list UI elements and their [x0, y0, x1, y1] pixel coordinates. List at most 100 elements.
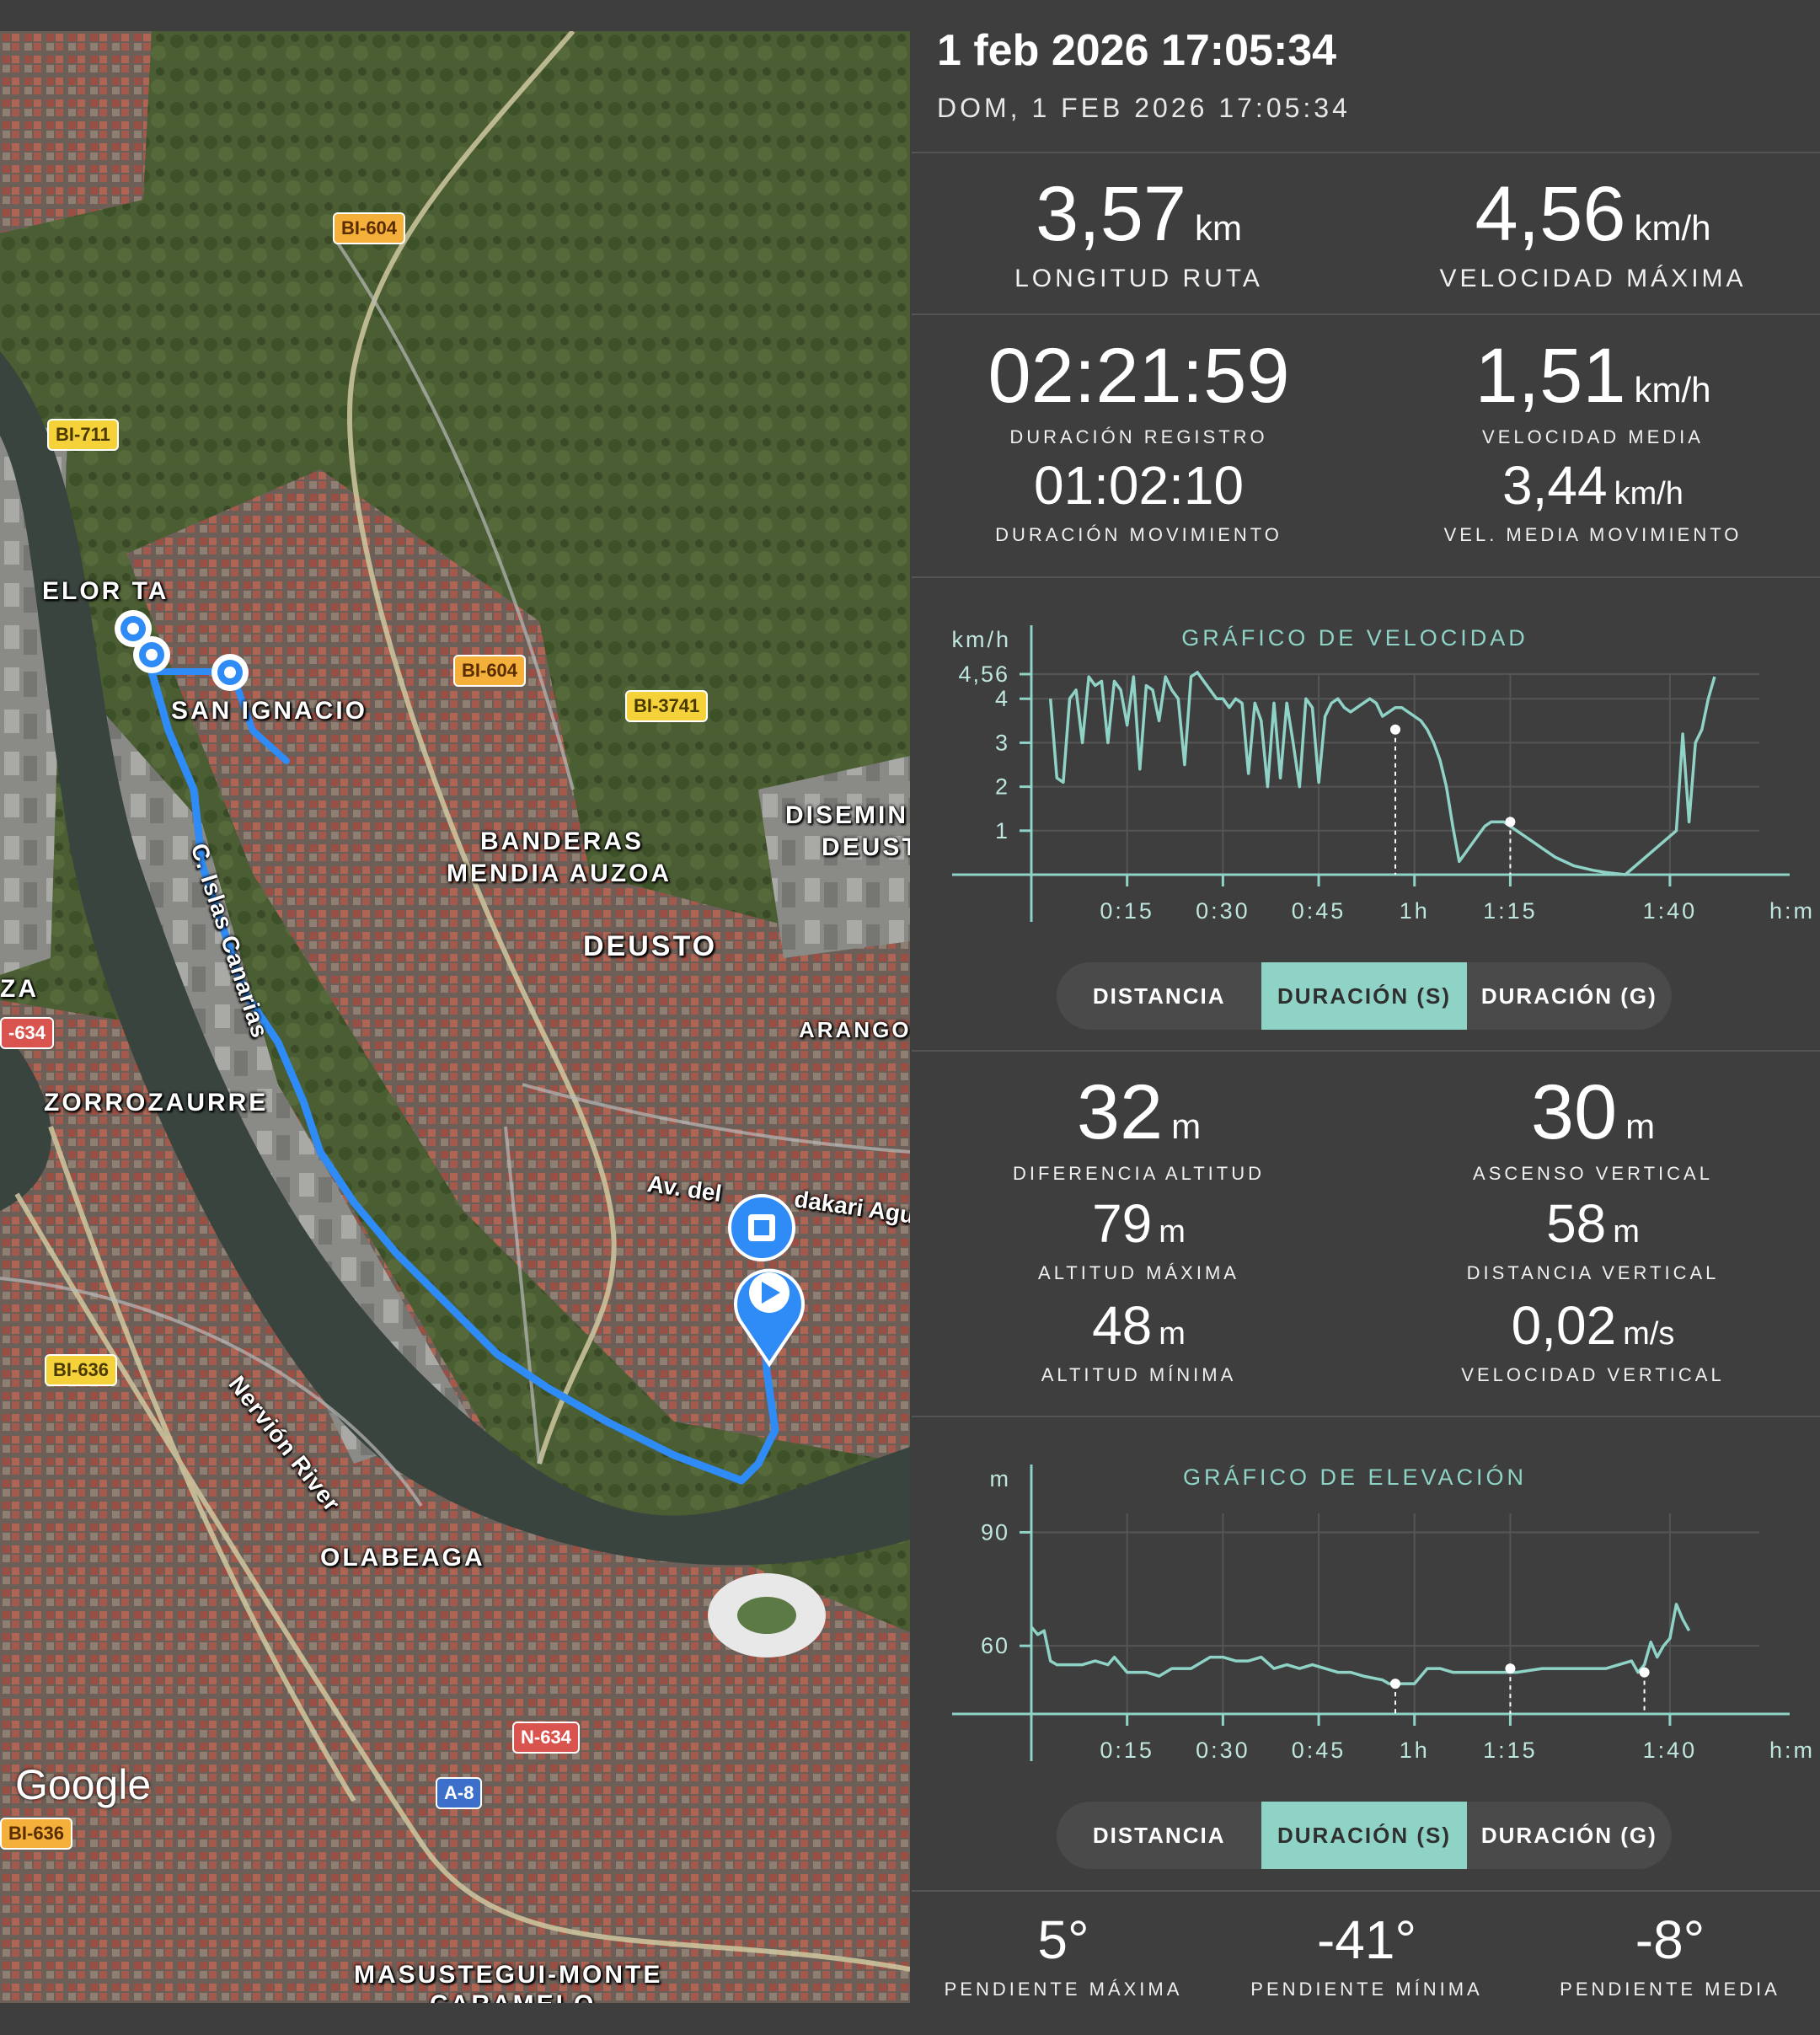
- stat-label: VELOCIDAD MÁXIMA: [1439, 265, 1747, 292]
- y-tick-label: 60: [981, 1633, 1009, 1658]
- x-tick-label: 1h: [1400, 898, 1430, 924]
- stat-unit: m/s: [1623, 1316, 1675, 1352]
- stat-avg-slope: -8° PENDIENTE MEDIA: [1518, 1913, 1820, 2000]
- elevation-chart[interactable]: 0:15 0:30 0:45 1h 1:15 1:40 60 90 m h:m GRÁFICO DE…: [912, 1429, 1820, 1766]
- stat-label: ASCENSO VERTICAL: [1473, 1163, 1713, 1184]
- stat-value: 01:02:10: [1033, 455, 1245, 516]
- stat-label: ALTITUD MÁXIMA: [1038, 1262, 1239, 1283]
- y-tick-label: 1: [995, 818, 1009, 843]
- stat-value: 0,02: [1511, 1295, 1617, 1356]
- stat-avg-speed: 1,51 km/h VELOCIDAD MEDIA: [1366, 337, 1820, 448]
- stat-vertical-distance: 58 m DISTANCIA VERTICAL: [1366, 1197, 1820, 1284]
- track-subtitle: DOM, 1 FEB 2026 17:05:34: [937, 93, 1351, 123]
- divider: [912, 152, 1820, 153]
- toggle-distance[interactable]: DISTANCIA: [1092, 1822, 1226, 1848]
- stat-value: 79: [1092, 1193, 1153, 1254]
- road-badge: BI-711: [47, 419, 119, 451]
- map-label-masustegui: MASUSTEGUI-MONTE: [354, 1961, 663, 1989]
- stat-label: DIFERENCIA ALTITUD: [1013, 1163, 1265, 1184]
- divider: [912, 1890, 1820, 1892]
- x-tick-label: 0:45: [1292, 1738, 1346, 1763]
- divider: [912, 313, 1820, 315]
- x-tick-label: 1:15: [1483, 1738, 1538, 1763]
- road-badge: BI-604: [453, 655, 527, 687]
- road-badge: BI-3741: [625, 690, 709, 722]
- road-badge: BI-636: [45, 1354, 118, 1386]
- x-axis-unit: h:m: [1769, 898, 1815, 924]
- stat-moving-duration: 01:02:10 DURACIÓN MOVIMIENTO: [912, 458, 1366, 546]
- stat-vertical-ascent: 30 m ASCENSO VERTICAL: [1366, 1074, 1820, 1185]
- divider: [912, 1050, 1820, 1052]
- waypoint-marker[interactable]: [133, 636, 170, 673]
- stat-value: 02:21:59: [988, 333, 1290, 419]
- x-tick-label: 0:15: [1100, 898, 1154, 924]
- road-badge: A-8: [436, 1777, 483, 1809]
- y-tick-label: 3: [995, 730, 1009, 755]
- x-tick-label: 1:15: [1483, 898, 1538, 924]
- divider: [912, 1416, 1820, 1417]
- x-tick-label: 0:45: [1292, 898, 1346, 924]
- stat-value: 3,57: [1035, 171, 1187, 257]
- y-tick-label: 4: [995, 686, 1009, 711]
- stat-unit: km/h: [1614, 476, 1684, 511]
- x-tick-label: 1h: [1400, 1738, 1430, 1763]
- stat-label: DISTANCIA VERTICAL: [1466, 1262, 1720, 1283]
- y-tick-label: 90: [981, 1519, 1009, 1545]
- toggle-duration-s[interactable]: DURACIÓN (S): [1261, 962, 1467, 1030]
- stat-value: -8°: [1635, 1909, 1705, 1970]
- stat-record-duration: 02:21:59 DURACIÓN REGISTRO: [912, 337, 1366, 448]
- stat-min-slope: -41° PENDIENTE MÍNIMA: [1215, 1913, 1518, 2000]
- stat-value: 48: [1092, 1295, 1153, 1356]
- stat-value: 4,56: [1475, 171, 1626, 257]
- speed-chart[interactable]: 0:15 0:30 0:45 1h 1:15 1:40 1 2 3 44,56 km/h h:m GRÁ…: [912, 590, 1820, 927]
- map-label-za: ZA: [0, 975, 39, 1003]
- stat-value: 30: [1530, 1069, 1618, 1155]
- stat-value: 32: [1076, 1069, 1164, 1155]
- stat-label: VEL. MEDIA MOVIMIENTO: [1443, 524, 1742, 545]
- pause-marker-dot: [1639, 1667, 1650, 1678]
- start-marker-icon[interactable]: [734, 1268, 805, 1368]
- stat-unit: km/h: [1634, 370, 1711, 410]
- toggle-duration-g[interactable]: DURACIÓN (G): [1480, 983, 1657, 1009]
- toggle-duration-g[interactable]: DURACIÓN (G): [1480, 1822, 1657, 1848]
- map-label-disemin: DISEMIN: [785, 801, 909, 829]
- x-tick-label: 0:30: [1196, 1738, 1250, 1763]
- stop-marker-icon[interactable]: [728, 1194, 795, 1261]
- stat-unit: m: [1171, 1106, 1202, 1146]
- stat-vertical-speed: 0,02 m/s VELOCIDAD VERTICAL: [1366, 1299, 1820, 1386]
- road-badge: BI-604: [333, 212, 406, 244]
- stat-label: DURACIÓN MOVIMIENTO: [995, 524, 1282, 545]
- stat-value: 58: [1546, 1193, 1607, 1254]
- stat-unit: m: [1613, 1214, 1640, 1250]
- stat-max-slope: 5° PENDIENTE MÁXIMA: [912, 1913, 1215, 2000]
- google-logo: Google: [15, 1761, 152, 1808]
- waypoint-marker[interactable]: [115, 610, 152, 647]
- x-tick-label: 1:40: [1643, 1738, 1698, 1763]
- elevation-chart-toggle: DISTANCIA DURACIÓN (S) DURACIÓN (G): [1057, 1802, 1672, 1869]
- toggle-duration-s[interactable]: DURACIÓN (S): [1261, 1802, 1467, 1869]
- stat-value: -41°: [1316, 1909, 1417, 1970]
- series-line: [1030, 1603, 1691, 1685]
- map-view[interactable]: ELOR TA SAN IGNACIO C. Islas Canarias BA…: [0, 31, 910, 2003]
- stat-label: LONGITUD RUTA: [1014, 265, 1263, 292]
- toggle-distance[interactable]: DISTANCIA: [1092, 983, 1226, 1009]
- map-label-caramelo: CARAMELO: [430, 1990, 596, 2003]
- divider: [912, 576, 1820, 578]
- stat-unit: km/h: [1634, 208, 1711, 248]
- x-tick-label: 0:15: [1100, 1738, 1154, 1763]
- stat-label: PENDIENTE MÍNIMA: [1250, 1979, 1483, 2000]
- pause-marker-dot: [1390, 724, 1400, 735]
- stat-value: 5°: [1037, 1909, 1089, 1970]
- series-line: [1048, 671, 1716, 876]
- map-label-deust: DEUST: [822, 833, 910, 861]
- pause-marker-dot: [1390, 1679, 1400, 1690]
- map-label-mendia: MENDIA AUZOA: [447, 860, 672, 887]
- waypoint-marker[interactable]: [211, 654, 249, 691]
- map-label-elorrieta: ELOR TA: [42, 577, 169, 605]
- road-badge: BI-636: [0, 1818, 73, 1850]
- map-label-deusto: DEUSTO: [583, 930, 718, 962]
- map-label-zorrozaurre: ZORROZAURRE: [44, 1089, 269, 1117]
- map-label-arangoi: ARANGOI: [799, 1017, 910, 1042]
- map-label-olabeaga: OLABEAGA: [320, 1544, 485, 1572]
- road-badge: -634: [0, 1017, 55, 1049]
